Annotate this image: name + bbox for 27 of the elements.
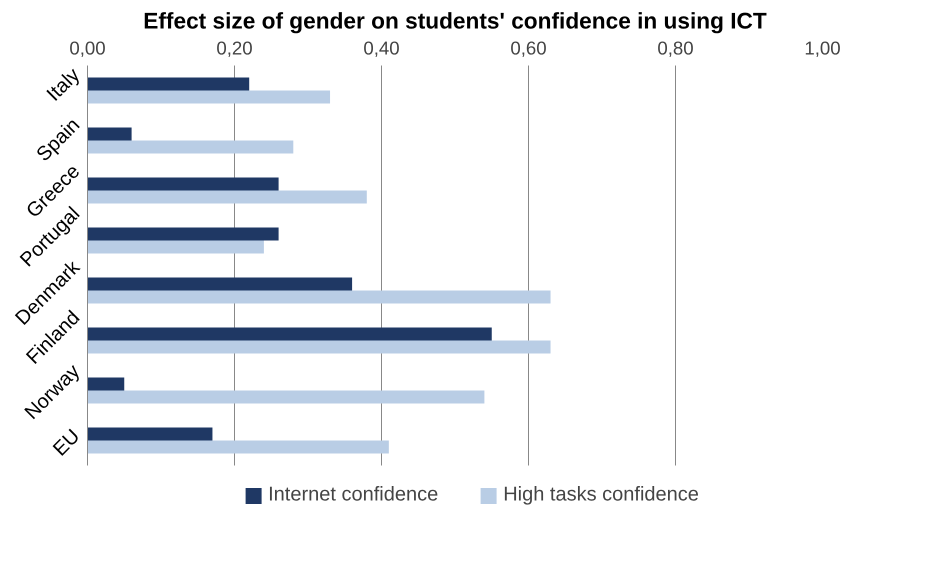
bar [88, 140, 294, 154]
bar [88, 90, 330, 104]
y-tick-label: Italy [42, 64, 84, 106]
bar [88, 340, 551, 354]
x-tick-label: 0,60 [510, 38, 547, 58]
bar [88, 128, 132, 140]
bar [88, 378, 124, 390]
legend-label: Internet confidence [268, 484, 438, 506]
x-tick-label: 0,00 [69, 38, 106, 58]
legend-label: High tasks confidence [503, 484, 699, 506]
bar [88, 190, 367, 204]
bar [88, 328, 492, 340]
bar [88, 290, 551, 304]
x-tick-label: 1,00 [804, 38, 841, 58]
x-tick-label: 0,40 [363, 38, 400, 58]
x-tick-label: 0,20 [216, 38, 253, 58]
bar [88, 78, 250, 90]
x-tick-label: 0,80 [657, 38, 694, 58]
bar [88, 390, 484, 404]
bar [88, 178, 279, 190]
y-tick-label: EU [49, 425, 84, 460]
bar [88, 228, 279, 240]
bar [88, 278, 352, 290]
bar [88, 428, 212, 440]
bar [88, 440, 389, 454]
chart-title: Effect size of gender on students' confidence in using ICT [143, 8, 767, 34]
bar [88, 240, 264, 254]
